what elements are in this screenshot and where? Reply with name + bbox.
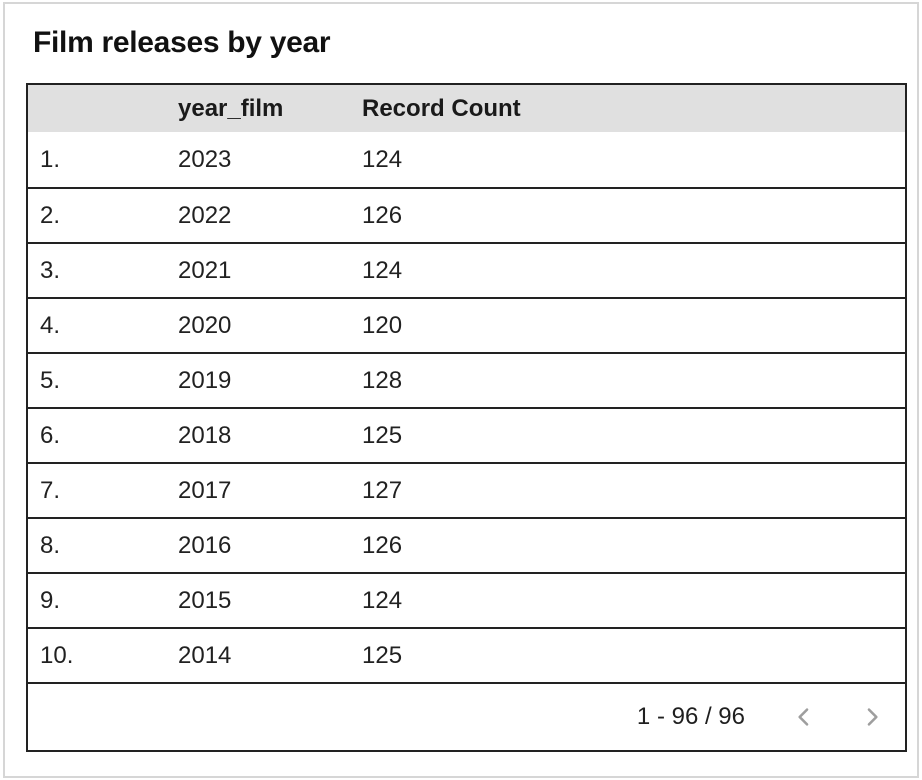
table-footer: 1 - 96 / 96 [28, 682, 905, 750]
cell-row-number: 10. [40, 641, 74, 669]
table-row[interactable]: 10. 2014 125 [28, 627, 905, 682]
pagination-next-button[interactable] [859, 704, 885, 730]
pagination-prev-button[interactable] [791, 704, 817, 730]
cell-row-number: 5. [40, 366, 61, 394]
report-card: Film releases by year year_film Record C… [3, 2, 919, 778]
cell-row-number: 8. [40, 531, 61, 559]
cell-row-number: 1. [40, 145, 61, 173]
cell-record-count: 125 [362, 641, 403, 669]
table-row[interactable]: 7. 2017 127 [28, 462, 905, 517]
chevron-right-icon [859, 704, 885, 730]
cell-row-number: 7. [40, 476, 61, 504]
column-header-record-count[interactable]: Record Count [362, 94, 521, 122]
table-row[interactable]: 8. 2016 126 [28, 517, 905, 572]
cell-year-film: 2023 [178, 145, 232, 173]
cell-year-film: 2020 [178, 311, 232, 339]
table-row[interactable]: 5. 2019 128 [28, 352, 905, 407]
cell-record-count: 127 [362, 476, 403, 504]
cell-record-count: 120 [362, 311, 403, 339]
pagination-range-label: 1 - 96 / 96 [636, 703, 745, 730]
table-row[interactable]: 1. 2023 124 [28, 132, 905, 187]
chart-title: Film releases by year [33, 26, 331, 59]
cell-record-count: 124 [362, 145, 403, 173]
table-row[interactable]: 3. 2021 124 [28, 242, 905, 297]
chevron-left-icon [791, 704, 817, 730]
cell-year-film: 2016 [178, 531, 232, 559]
cell-year-film: 2019 [178, 366, 232, 394]
cell-year-film: 2015 [178, 586, 232, 614]
cell-year-film: 2021 [178, 256, 232, 284]
table-row[interactable]: 2. 2022 126 [28, 187, 905, 242]
cell-record-count: 128 [362, 366, 403, 394]
data-table: year_film Record Count 1. 2023 124 2. 20… [26, 83, 907, 752]
table-row[interactable]: 4. 2020 120 [28, 297, 905, 352]
cell-year-film: 2018 [178, 421, 232, 449]
cell-row-number: 2. [40, 201, 61, 229]
cell-record-count: 124 [362, 256, 403, 284]
cell-year-film: 2014 [178, 641, 232, 669]
cell-record-count: 126 [362, 201, 403, 229]
table-row[interactable]: 6. 2018 125 [28, 407, 905, 462]
cell-row-number: 4. [40, 311, 61, 339]
table-header-row: year_film Record Count [28, 85, 905, 132]
cell-row-number: 3. [40, 256, 61, 284]
cell-row-number: 6. [40, 421, 61, 449]
column-header-year-film[interactable]: year_film [178, 94, 284, 122]
cell-year-film: 2017 [178, 476, 232, 504]
cell-row-number: 9. [40, 586, 61, 614]
cell-record-count: 125 [362, 421, 403, 449]
table-row[interactable]: 9. 2015 124 [28, 572, 905, 627]
cell-record-count: 126 [362, 531, 403, 559]
cell-year-film: 2022 [178, 201, 232, 229]
cell-record-count: 124 [362, 586, 403, 614]
